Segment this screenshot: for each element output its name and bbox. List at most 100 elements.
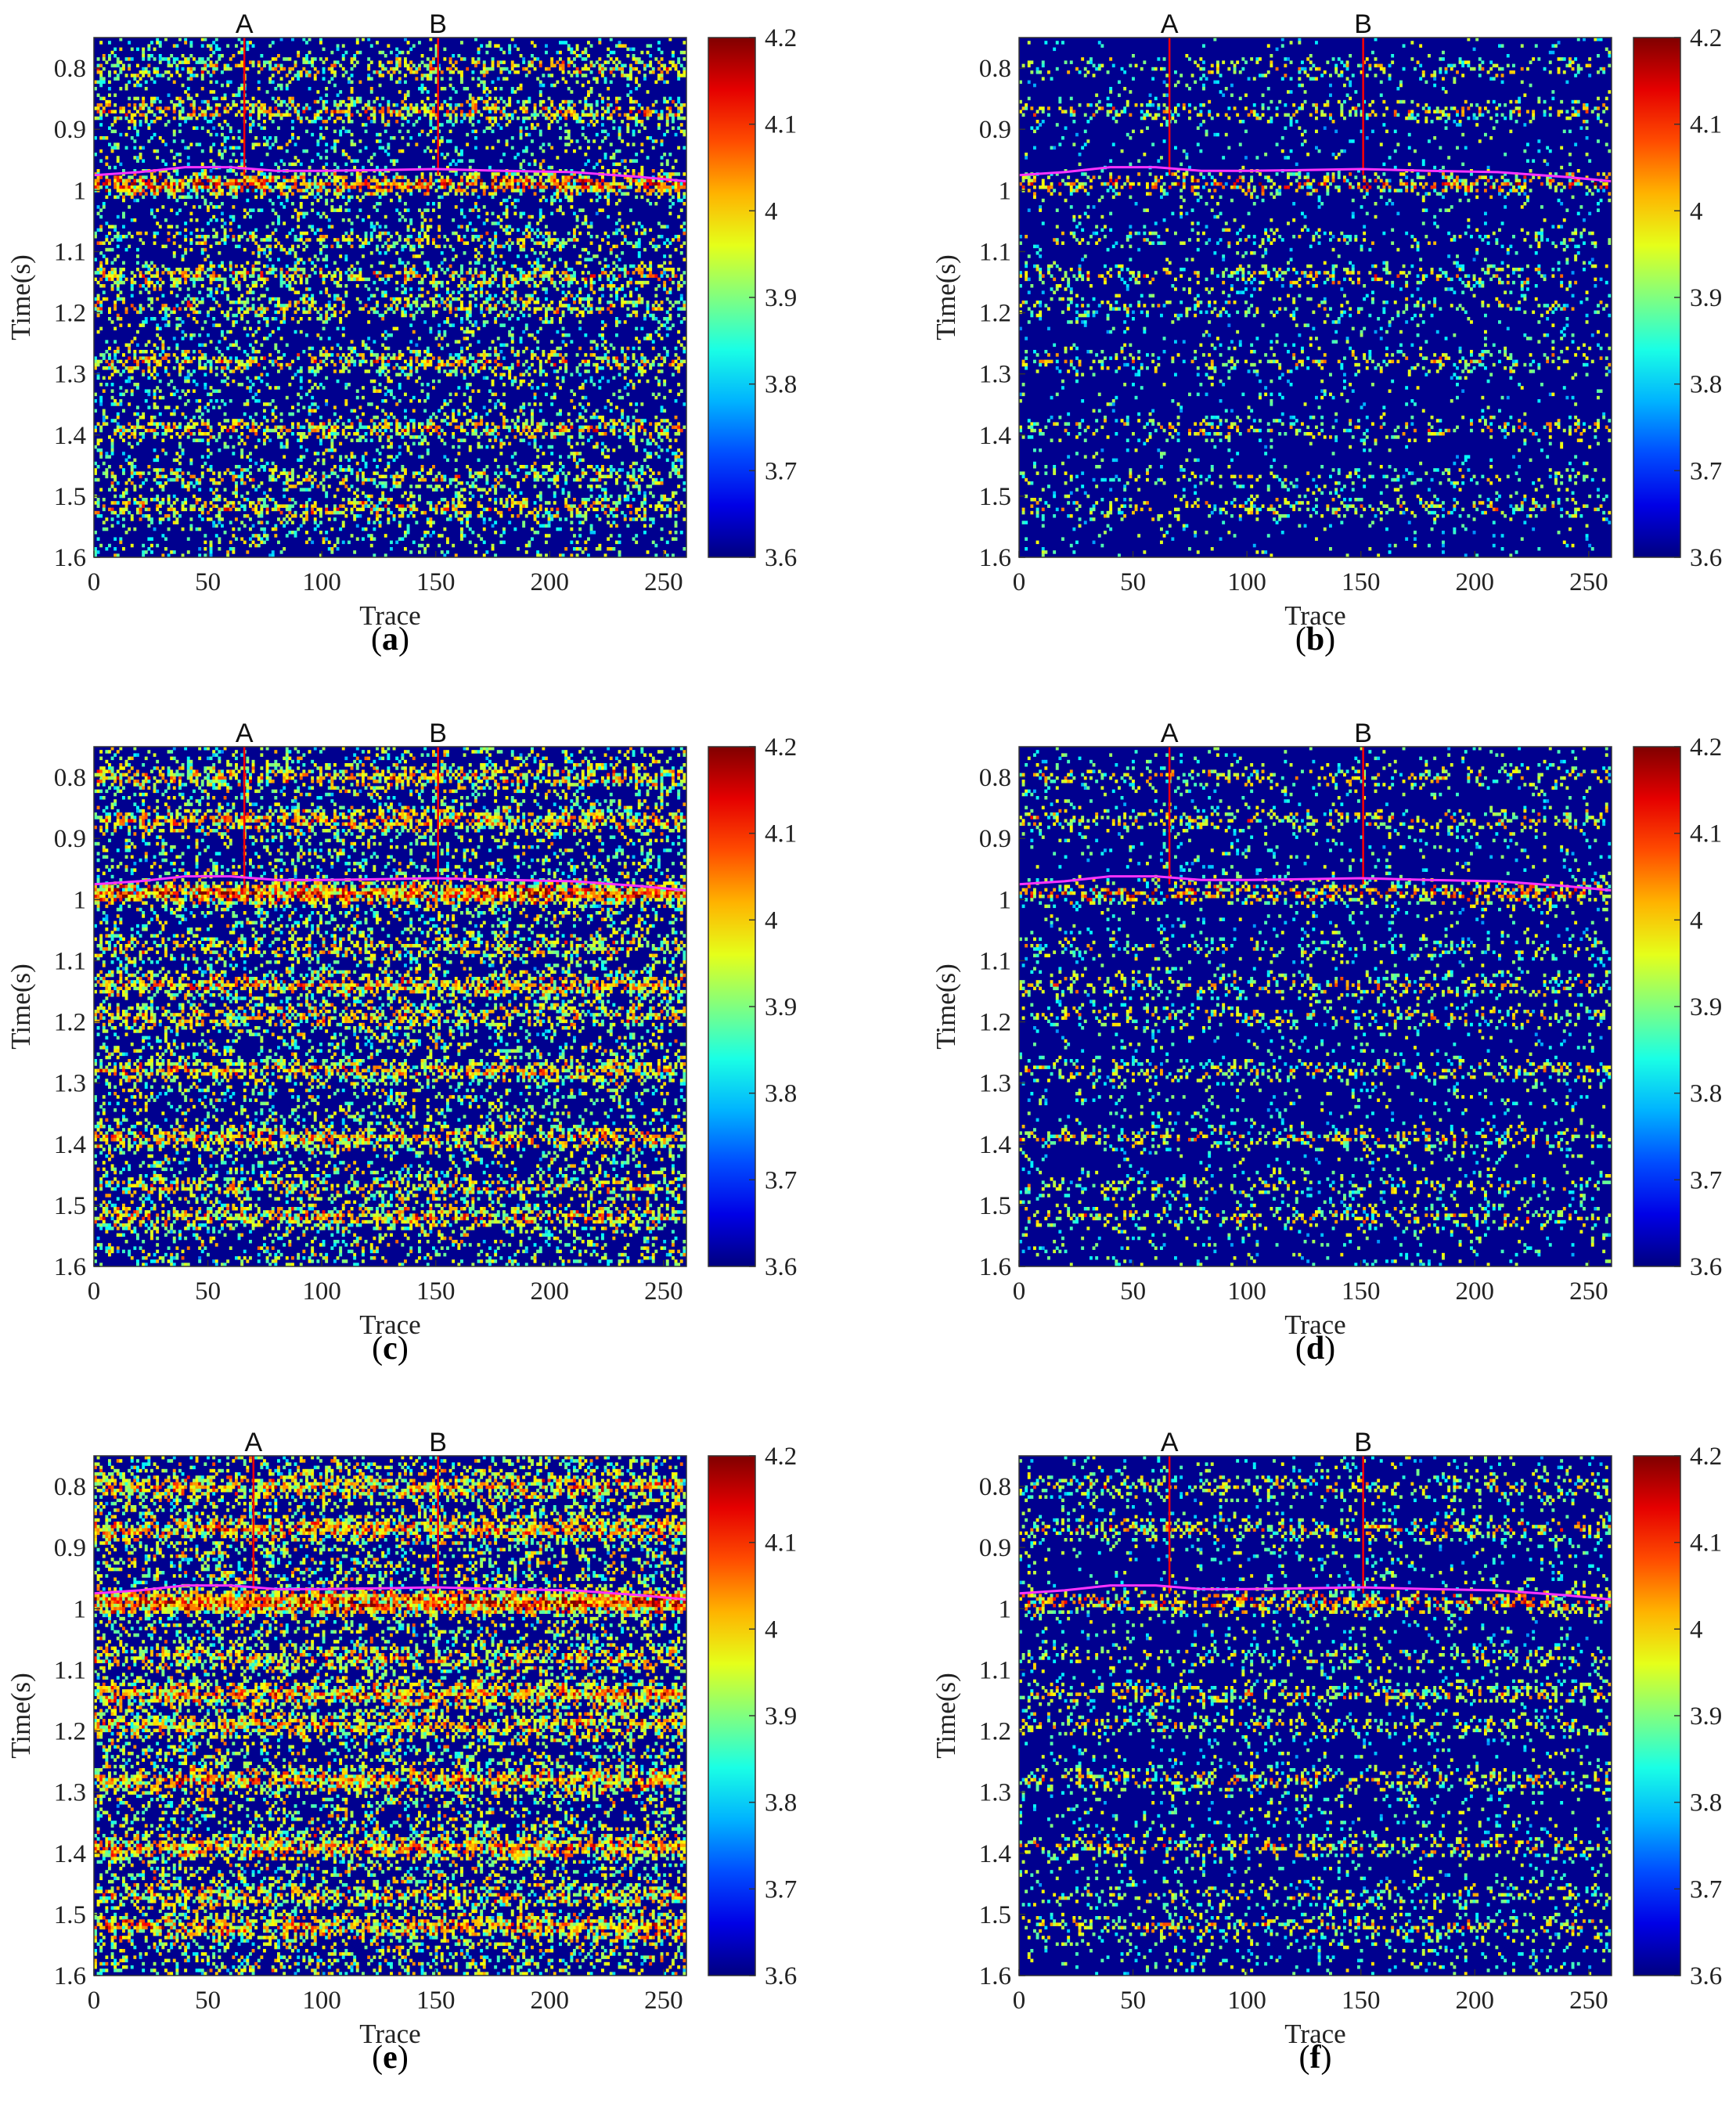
heatmap-cell <box>390 186 393 189</box>
heatmap-cell <box>466 186 469 189</box>
heatmap-cell <box>427 208 430 212</box>
heatmap-cell <box>240 60 243 64</box>
heatmap-cell <box>238 87 241 91</box>
heatmap-cell <box>240 153 243 157</box>
heatmap-cell <box>215 67 218 71</box>
heatmap-cell <box>164 57 167 61</box>
heatmap-cell <box>499 182 502 186</box>
heatmap-cell <box>105 222 108 225</box>
heatmap-cell <box>407 179 410 183</box>
heatmap-cell <box>452 159 455 163</box>
heatmap-cell <box>272 222 275 225</box>
heatmap-cell <box>427 182 430 186</box>
heatmap-cell <box>117 156 120 160</box>
heatmap-cell <box>562 175 565 179</box>
heatmap-cell <box>373 192 376 196</box>
heatmap-cell <box>342 179 345 183</box>
heatmap-cell <box>274 64 277 68</box>
heatmap-cell <box>218 153 221 157</box>
heatmap-cell <box>517 100 520 104</box>
heatmap-cell <box>297 77 300 81</box>
heatmap-cell <box>449 130 452 134</box>
heatmap-cell <box>441 186 444 189</box>
heatmap-cell <box>302 172 305 176</box>
heatmap-cell <box>592 117 596 121</box>
heatmap-cell <box>449 57 452 61</box>
heatmap-cell <box>297 103 300 107</box>
heatmap-cell <box>582 179 585 183</box>
heatmap-cell <box>221 126 224 130</box>
heatmap-cell <box>556 208 559 212</box>
heatmap-cell <box>483 81 486 85</box>
heatmap-cell <box>499 225 502 229</box>
heatmap-cell <box>125 87 128 91</box>
heatmap-cell <box>398 70 402 74</box>
heatmap-cell <box>173 130 176 134</box>
heatmap-cell <box>113 117 117 121</box>
heatmap-cell <box>288 179 291 183</box>
heatmap-cell <box>232 153 235 157</box>
heatmap-cell <box>506 225 509 229</box>
heatmap-cell <box>193 106 196 110</box>
heatmap-cell <box>618 218 621 222</box>
heatmap-cell <box>283 179 286 183</box>
heatmap-cell <box>258 186 261 189</box>
heatmap-cell <box>452 186 455 189</box>
heatmap-cell <box>553 199 556 202</box>
heatmap-cell <box>131 113 134 117</box>
heatmap-cell <box>612 110 615 113</box>
heatmap-cell <box>587 186 590 189</box>
heatmap-cell <box>654 100 657 104</box>
heatmap-cell <box>683 192 686 196</box>
heatmap-cell <box>550 146 553 150</box>
heatmap-cell <box>139 189 142 193</box>
heatmap-cell <box>283 57 286 61</box>
heatmap-cell <box>184 120 187 124</box>
heatmap-cell <box>337 208 340 212</box>
heatmap-cell <box>559 64 562 68</box>
heatmap-cell <box>582 84 585 88</box>
heatmap-cell <box>452 123 455 127</box>
heatmap-cell <box>193 172 196 176</box>
heatmap-cell <box>576 186 579 189</box>
heatmap-cell <box>677 235 680 239</box>
heatmap-cell <box>384 225 387 229</box>
heatmap-cell <box>452 64 455 68</box>
heatmap-cell <box>178 100 182 104</box>
heatmap-cell <box>567 196 571 200</box>
heatmap-cell <box>103 67 106 71</box>
heatmap-cell <box>119 67 122 71</box>
heatmap-cell <box>252 123 255 127</box>
heatmap-cell <box>316 113 319 117</box>
heatmap-cell <box>173 60 176 64</box>
heatmap-cell <box>525 110 528 113</box>
heatmap-cell <box>351 182 354 186</box>
heatmap-cell <box>314 67 317 71</box>
heatmap-cell <box>576 74 579 77</box>
heatmap-cell <box>167 182 171 186</box>
heatmap-cell <box>485 100 488 104</box>
heatmap-cell <box>384 179 387 183</box>
heatmap-cell <box>260 54 263 58</box>
heatmap-cell <box>342 44 345 48</box>
heatmap-cell <box>367 175 370 179</box>
heatmap-cell <box>348 130 351 134</box>
heatmap-cell <box>480 182 483 186</box>
heatmap-cell <box>379 103 382 107</box>
heatmap-cell <box>409 60 412 64</box>
heatmap-cell <box>629 106 632 110</box>
heatmap-cell <box>618 106 621 110</box>
heatmap-cell <box>432 57 435 61</box>
heatmap-cell <box>358 51 362 55</box>
heatmap-cell <box>103 182 106 186</box>
heatmap-cell <box>147 70 150 74</box>
heatmap-cell <box>612 232 615 236</box>
heatmap-cell <box>277 196 280 200</box>
heatmap-cell <box>277 166 280 170</box>
heatmap-cell <box>545 232 548 236</box>
heatmap-cell <box>471 110 474 113</box>
heatmap-cell <box>252 103 255 107</box>
heatmap-cell <box>421 222 424 225</box>
heatmap-cell <box>136 48 139 52</box>
heatmap-cell <box>455 60 458 64</box>
